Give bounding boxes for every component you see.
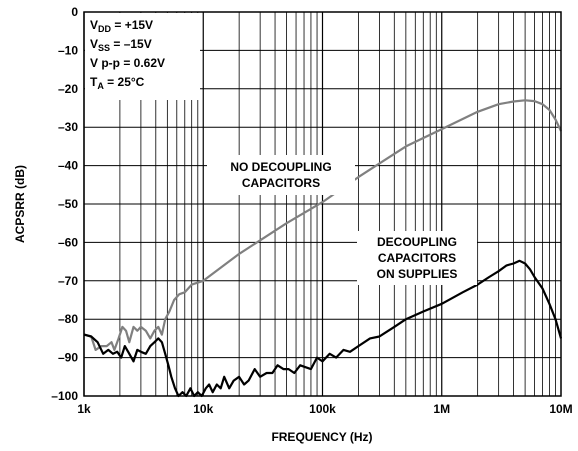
y-axis-title: ACPSRR (dB) xyxy=(13,165,27,243)
plot-frame xyxy=(83,11,562,397)
series-line-decoupling xyxy=(83,259,563,398)
annotation-box-no-decoupling xyxy=(207,155,355,195)
annotation-decoupling: DECOUPLING xyxy=(377,235,457,249)
y-tick-label: –20 xyxy=(58,82,78,96)
y-tick-label: –30 xyxy=(58,120,78,134)
x-tick-label: 100k xyxy=(309,402,336,416)
condition-line: TA = 25°C xyxy=(90,75,145,91)
conditions-text: VDD = +15V VSS = –15V V p-p = 0.62V TA = 25… xyxy=(90,18,165,91)
annotation-decoupling: ON SUPPLIES xyxy=(377,267,458,281)
annotation-decoupling: CAPACITORS xyxy=(378,251,456,265)
x-axis-title: FREQUENCY (Hz) xyxy=(271,430,372,444)
y-tick-label: –50 xyxy=(58,197,78,211)
condition-line: V p-p = 0.62V xyxy=(90,56,165,70)
y-tick-label: –60 xyxy=(58,235,78,249)
y-tick-label: –80 xyxy=(58,312,78,326)
annotations: NO DECOUPLING CAPACITORS DECOUPLING CAPACIT… xyxy=(230,160,457,281)
y-tick-label: –10 xyxy=(58,43,78,57)
condition-line: VSS = –15V xyxy=(90,37,152,53)
x-tick-labels: 1k 10k 100k 1M 10M xyxy=(77,402,572,416)
annotation-no-decoupling: NO DECOUPLING xyxy=(230,160,331,174)
y-tick-label: –70 xyxy=(58,274,78,288)
y-tick-label: 0 xyxy=(71,5,78,19)
y-tick-labels: 0 –10 –20 –30 –40 –50 –60 –70 –80 –90 –100 xyxy=(51,5,78,403)
x-tick-label: 10M xyxy=(549,402,572,416)
annotation-box-decoupling xyxy=(357,231,477,285)
y-tick-label: –40 xyxy=(58,159,78,173)
x-tick-label: 1M xyxy=(433,402,450,416)
y-tick-label: –90 xyxy=(58,351,78,365)
series-layer xyxy=(83,99,563,398)
y-tick-label: –100 xyxy=(51,389,78,403)
series-line-no-decoupling xyxy=(83,99,562,351)
annotation-no-decoupling: CAPACITORS xyxy=(242,176,320,190)
x-tick-label: 10k xyxy=(193,402,213,416)
x-tick-label: 1k xyxy=(77,402,91,416)
condition-line: VDD = +15V xyxy=(90,18,153,34)
conditions-box xyxy=(85,13,200,100)
